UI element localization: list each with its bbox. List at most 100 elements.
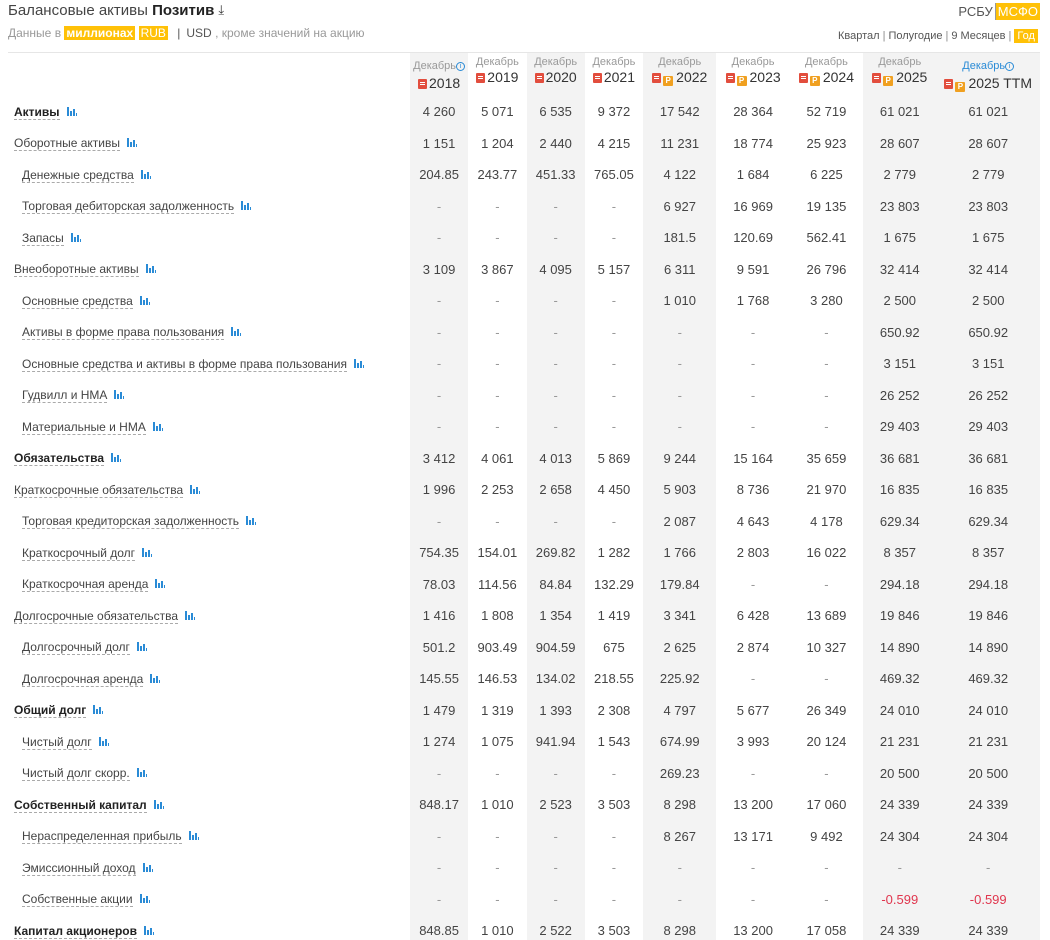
presentation-icon[interactable]: P (955, 82, 966, 92)
bar-chart-icon[interactable] (246, 516, 257, 526)
column-header[interactable]: Декабрь i 2018 (409, 52, 469, 96)
bar-chart-icon[interactable] (144, 925, 154, 935)
value-cell: 29 403 (863, 411, 937, 443)
row-label[interactable]: Торговая дебиторская задолженность (22, 199, 235, 215)
pdf-report-icon[interactable] (592, 73, 602, 83)
currency-usd[interactable]: USD (186, 26, 212, 40)
row-label[interactable]: Основные средства (22, 293, 133, 309)
bar-chart-icon[interactable] (142, 862, 153, 872)
row-label[interactable]: Обязательства (14, 451, 105, 467)
column-header[interactable]: Декабрь P 2022 (643, 52, 717, 96)
value-cell: 10 327 (806, 639, 847, 655)
pdf-report-icon[interactable] (725, 73, 735, 83)
period-year[interactable]: Год (1014, 29, 1038, 43)
pdf-report-icon[interactable] (652, 73, 662, 83)
pdf-report-icon[interactable] (418, 79, 427, 89)
presentation-icon[interactable]: P (736, 76, 747, 86)
standard-msfo[interactable]: МСФО (994, 3, 1040, 20)
row-label[interactable]: Материальные и НМА (22, 419, 146, 435)
bar-chart-icon[interactable] (155, 579, 166, 589)
column-year: 2025 TTM (968, 75, 1032, 91)
bar-chart-icon[interactable] (111, 453, 122, 463)
bar-chart-icon[interactable] (231, 327, 242, 337)
row-label[interactable]: Внеоборотные активы (14, 262, 139, 278)
row-label[interactable]: Основные средства и активы в форме права… (22, 356, 347, 372)
column-header[interactable]: Декабрь P 2025 (863, 52, 937, 96)
row-label[interactable]: Нераспределенная прибыль (22, 829, 182, 845)
bar-chart-icon[interactable] (114, 390, 125, 400)
bar-chart-icon[interactable] (139, 295, 150, 305)
presentation-icon[interactable]: P (883, 76, 894, 86)
row-label[interactable]: Активы (14, 104, 60, 120)
row-label[interactable]: Чистый долг (22, 734, 92, 750)
bar-chart-icon[interactable] (66, 106, 77, 116)
row-label[interactable]: Долгосрочные обязательства (14, 608, 179, 624)
column-header[interactable]: Декабрь 2019 (468, 52, 526, 96)
period-9-months[interactable]: 9 Месяцев (951, 30, 1006, 42)
period-half-year[interactable]: Полугодие (888, 30, 943, 42)
row-label[interactable]: Чистый долг скорр. (22, 766, 130, 782)
row-label[interactable]: Торговая кредиторская задолженность (22, 514, 240, 530)
bar-chart-icon[interactable] (153, 799, 164, 809)
row-label[interactable]: Запасы (22, 230, 64, 246)
value-cell: - (824, 891, 829, 907)
row-label[interactable]: Собственные акции (22, 892, 133, 908)
row-label[interactable]: Активы в форме права пользования (22, 325, 225, 341)
pdf-report-icon[interactable] (476, 73, 486, 83)
row-label[interactable]: Капитал акционеров (14, 923, 137, 939)
bar-chart-icon[interactable] (185, 610, 196, 620)
download-icon[interactable]: ⤓ (218, 2, 225, 17)
row-label[interactable]: Гудвилл и НМА (22, 388, 108, 404)
units-selector[interactable]: миллионах (64, 26, 136, 40)
presentation-icon[interactable]: P (809, 76, 820, 86)
bar-chart-icon[interactable] (190, 484, 201, 494)
bar-chart-icon[interactable] (142, 547, 153, 557)
row-label[interactable]: Краткосрочные обязательства (14, 482, 184, 498)
bar-chart-icon[interactable] (152, 421, 163, 431)
row-label[interactable]: Долгосрочная аренда (22, 671, 144, 687)
bar-chart-icon[interactable] (150, 673, 161, 683)
standard-rsbu[interactable]: РСБУ (958, 4, 993, 19)
bar-chart-icon[interactable] (140, 169, 151, 179)
bar-chart-icon[interactable] (126, 138, 137, 148)
column-header[interactable]: Декабрь P 2024 (790, 52, 863, 96)
column-header[interactable]: Декабрь i P 2025 TTM (936, 52, 1040, 96)
value-cell: 294.18 (863, 568, 937, 600)
value-cell: 26 349 (806, 702, 847, 718)
currency-rub[interactable]: RUB (138, 26, 168, 40)
bar-chart-icon[interactable] (136, 642, 147, 652)
row-label[interactable]: Собственный капитал (14, 797, 147, 813)
value-cell: 4 095 (526, 253, 585, 285)
period-quarter[interactable]: Квартал (838, 30, 880, 42)
row-label[interactable]: Оборотные активы (14, 136, 120, 152)
bar-chart-icon[interactable] (70, 232, 81, 242)
row-label[interactable]: Общий долг (14, 703, 87, 719)
row-label[interactable]: Денежные средства (22, 167, 134, 183)
row-label[interactable]: Эмиссионный доход (22, 860, 136, 876)
bar-chart-icon[interactable] (188, 831, 199, 841)
bar-chart-icon[interactable] (136, 768, 147, 778)
bar-chart-icon[interactable] (145, 264, 156, 274)
pdf-report-icon[interactable] (534, 73, 544, 83)
column-header[interactable]: Декабрь 2020 (526, 52, 585, 96)
bar-chart-icon[interactable] (98, 736, 109, 746)
pdf-report-icon[interactable] (872, 73, 882, 83)
presentation-icon[interactable]: P (663, 76, 674, 86)
row-label[interactable]: Краткосрочная аренда (22, 577, 149, 593)
column-header[interactable]: Декабрь 2021 (585, 52, 643, 96)
bar-chart-icon[interactable] (93, 705, 104, 715)
info-icon[interactable]: i (1005, 62, 1015, 71)
value-cell: 9 372 (597, 104, 631, 120)
bar-chart-icon[interactable] (139, 894, 150, 904)
row-label[interactable]: Краткосрочный долг (22, 545, 136, 561)
row-label[interactable]: Долгосрочный долг (22, 640, 130, 656)
bar-chart-icon[interactable] (241, 201, 252, 211)
pdf-report-icon[interactable] (798, 73, 808, 83)
bar-chart-icon[interactable] (353, 358, 364, 368)
value-cell: 8 298 (643, 915, 717, 940)
column-header[interactable]: Декабрь P 2023 (716, 52, 789, 96)
value-cell: 2 779 (936, 159, 1040, 191)
table-header-row: Декабрь i 2018 Декабрь 2019 Декабрь 2020 Декабр… (8, 52, 1040, 96)
info-icon[interactable]: i (456, 62, 466, 71)
pdf-report-icon[interactable] (944, 79, 954, 89)
